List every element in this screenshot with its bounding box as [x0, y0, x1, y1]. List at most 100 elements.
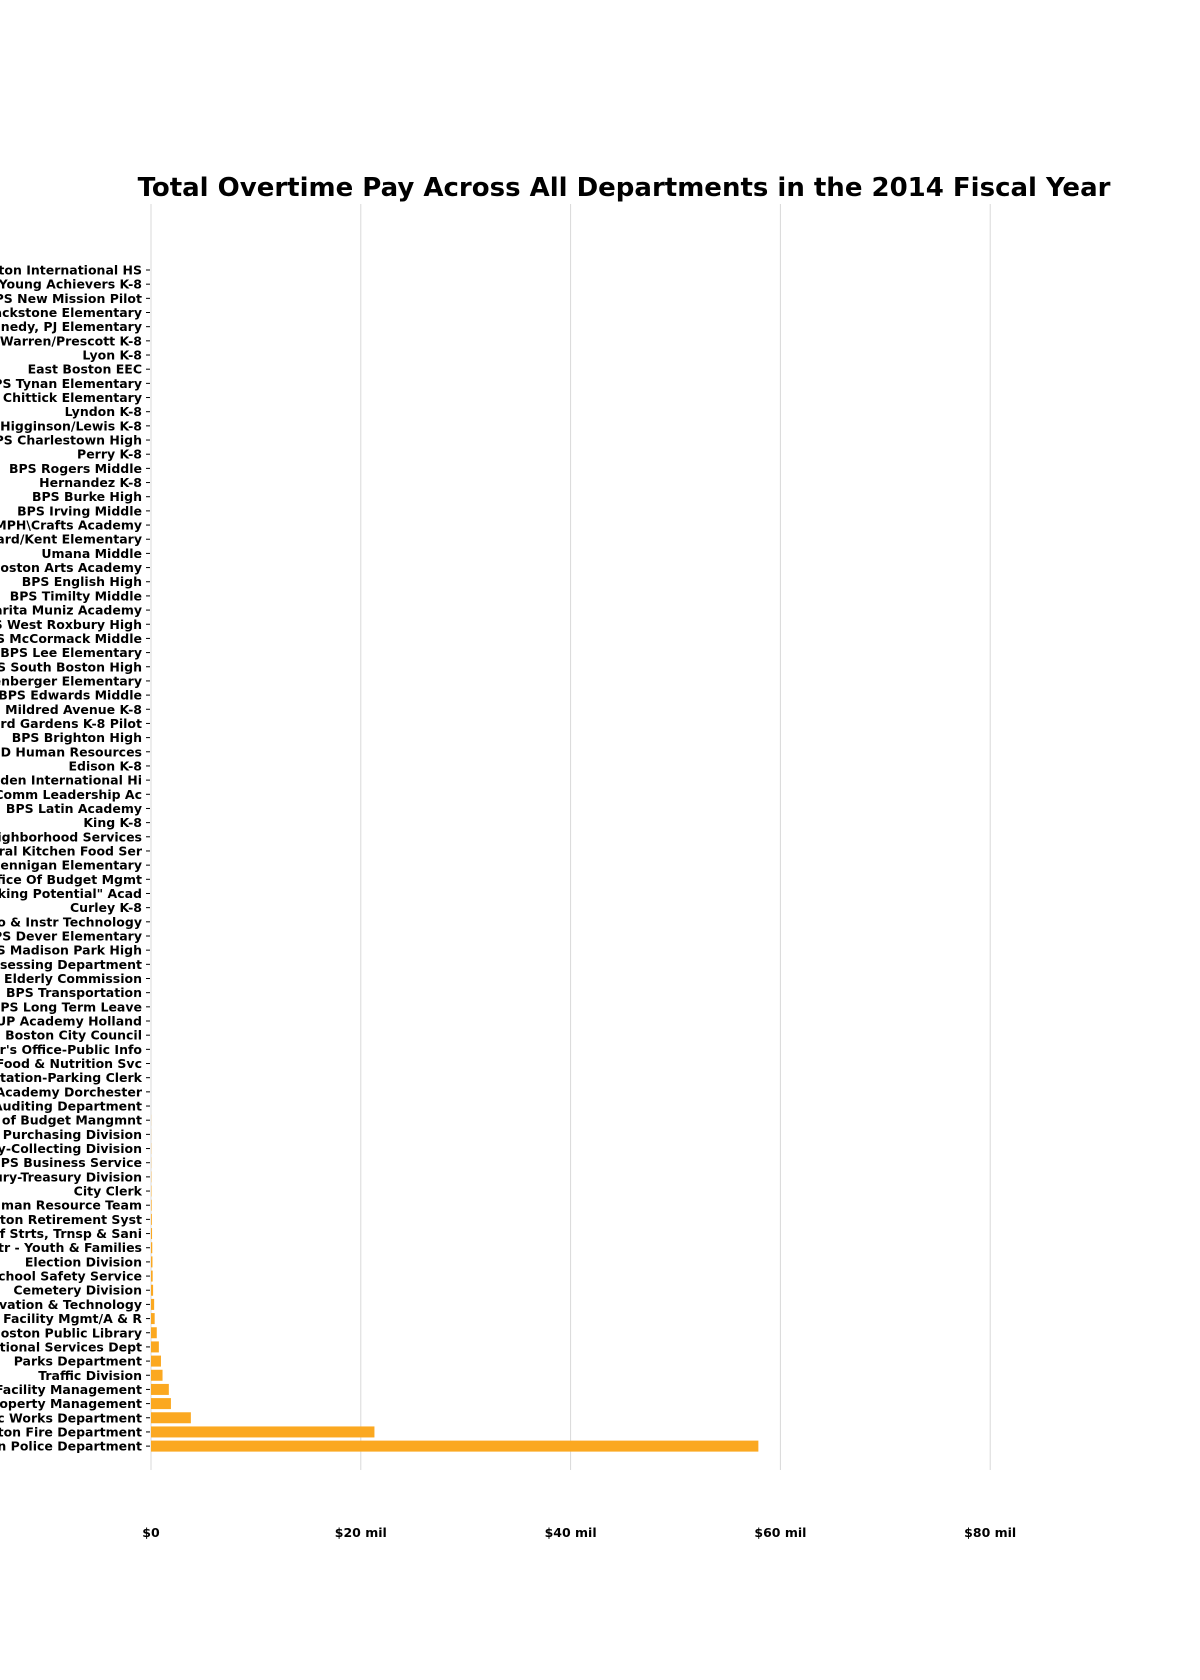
bar — [151, 1440, 759, 1452]
bar — [151, 1412, 191, 1424]
category-label: Boston Arts Academy — [0, 560, 142, 575]
bars — [151, 1114, 759, 1452]
category-label: rtation-Parking Clerk — [0, 1070, 143, 1085]
category-label: BPS Rogers Middle — [9, 461, 142, 476]
category-label: PS New Mission Pilot — [0, 291, 142, 306]
category-label: e of Budget Mangmnt — [0, 1113, 142, 1128]
category-label: ston International HS — [0, 263, 142, 278]
category-label: r's Office-Public Info — [0, 1042, 142, 1057]
category-label: UP Academy Holland — [0, 1014, 142, 1029]
category-label: Edison K-8 — [68, 758, 142, 773]
category-label: ston Fire Department — [0, 1424, 142, 1439]
category-label: of Strts, Trnsp & Sani — [0, 1226, 142, 1241]
bar — [151, 1355, 161, 1367]
category-label: PS Madison Park High — [0, 943, 142, 958]
category-label: Cemetery Division — [13, 1283, 142, 1298]
category-label: uman Resource Team — [0, 1198, 142, 1213]
x-tick-label: $20 mil — [335, 1525, 387, 1540]
category-label: MPH\Crafts Academy — [0, 518, 142, 533]
category-label: King K-8 — [83, 815, 142, 830]
x-tick-label: $80 mil — [964, 1525, 1016, 1540]
bar — [151, 1228, 153, 1240]
category-label: Young Achievers K-8 — [0, 277, 142, 292]
category-label: ffice Of Budget Mgmt — [0, 872, 142, 887]
category-label: BPS Brighton High — [12, 730, 142, 745]
bar — [151, 1199, 152, 1211]
category-label: BPS Latin Academy — [6, 801, 142, 816]
bar — [151, 1242, 153, 1254]
bar — [151, 1313, 155, 1325]
bar — [151, 1398, 171, 1410]
category-label: ovation & Technology — [0, 1297, 142, 1312]
category-label: Hernandez K-8 — [39, 475, 142, 490]
category-label: Hennigan Elementary — [0, 858, 142, 873]
category-label: Mildred Avenue K-8 — [5, 702, 142, 717]
category-label: ntr - Youth & Families — [0, 1240, 142, 1255]
category-label: Boston City Council — [5, 1028, 142, 1043]
category-label: Lyon K-8 — [82, 348, 142, 363]
category-label: ston Retirement Syst — [0, 1212, 142, 1227]
category-label: BPS Edwards Middle — [0, 688, 142, 703]
category-label: BPS Long Term Leave — [0, 999, 142, 1014]
category-label: PS Tynan Elementary — [0, 376, 142, 391]
category-label: PS Dever Elementary — [0, 928, 142, 943]
category-label: Purchasing Division — [3, 1127, 142, 1142]
bar — [151, 1327, 157, 1339]
category-label: ry-Collecting Division — [0, 1141, 142, 1156]
x-tick-label: $40 mil — [545, 1525, 597, 1540]
category-label: cking Potential" Acad — [0, 886, 142, 901]
category-label: S McCormack Middle — [0, 631, 142, 646]
bar — [151, 1213, 152, 1225]
category-label: tral Kitchen Food Ser — [0, 843, 143, 858]
category-label: BPS Business Service — [0, 1155, 142, 1170]
category-label: SD Human Resources — [0, 744, 142, 759]
category-label: BPS English High — [22, 574, 142, 589]
category-label: Comm Leadership Ac — [0, 787, 142, 802]
category-label: on Police Department — [0, 1439, 142, 1454]
category-label: eighborhood Services — [0, 829, 142, 844]
category-label: Higginson/Lewis K-8 — [0, 418, 142, 433]
category-label: East Boston EEC — [28, 362, 142, 377]
category-label: Elderly Commission — [4, 971, 142, 986]
category-label: BPS Timilty Middle — [10, 588, 142, 603]
category-label: PS Charlestown High — [0, 433, 142, 448]
category-label: c Works Department — [0, 1410, 142, 1425]
category-label: ard Gardens K-8 Pilot — [0, 716, 142, 731]
category-label: Academy Dorchester — [0, 1084, 143, 1099]
category-label: Auditing Department — [0, 1099, 142, 1114]
bar — [151, 1270, 153, 1282]
bar — [151, 1341, 159, 1353]
category-label: arita Muniz Academy — [0, 603, 142, 618]
category-label: Traffic Division — [38, 1368, 142, 1383]
chart-title: Total Overtime Pay Across All Department… — [138, 173, 1111, 203]
x-tick-label: $60 mil — [754, 1525, 806, 1540]
category-label: School Safety Service — [0, 1269, 142, 1284]
category-label: ackstone Elementary — [0, 305, 142, 320]
category-label: Perry K-8 — [77, 447, 142, 462]
category-label: Food & Nutrition Svc — [0, 1056, 142, 1071]
category-label: Election Division — [25, 1254, 142, 1269]
gridlines — [150, 204, 991, 1470]
x-tick-label: $0 — [142, 1525, 160, 1540]
category-label: Facility Management — [0, 1382, 142, 1397]
category-label: fo & Instr Technology — [0, 914, 142, 929]
category-label: S West Roxbury High — [0, 617, 142, 632]
category-label: Lyndon K-8 — [65, 404, 142, 419]
category-label: roperty Management — [0, 1396, 142, 1411]
bar — [151, 1256, 153, 1268]
bar — [151, 1298, 155, 1310]
bar — [151, 1369, 163, 1381]
category-label: Curley K-8 — [70, 900, 142, 915]
category-label: City Clerk — [74, 1184, 143, 1199]
bar — [151, 1426, 375, 1438]
category-label: BPS Transportation — [6, 985, 142, 1000]
category-label: PS South Boston High — [0, 659, 142, 674]
category-label: Parks Department — [14, 1354, 142, 1369]
category-label: Boston Public Library — [0, 1325, 142, 1340]
category-label: S Chittick Elementary — [0, 390, 142, 405]
category-label: ard/Kent Elementary — [0, 532, 142, 547]
bar — [151, 1383, 169, 1395]
